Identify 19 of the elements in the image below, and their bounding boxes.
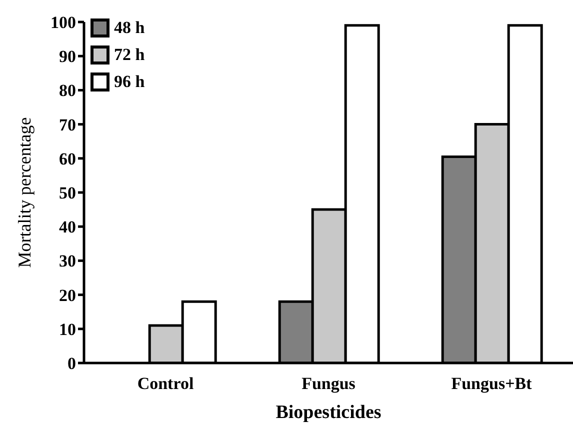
legend-label: 72 h: [114, 44, 145, 64]
y-tick-label: 90: [59, 47, 76, 66]
x-tick-label: Control: [137, 374, 194, 394]
y-tick-label: 20: [59, 286, 76, 305]
x-tick-label: Fungus+Bt: [451, 374, 532, 394]
legend-label: 96 h: [114, 72, 145, 92]
y-tick-label: 70: [59, 115, 76, 134]
y-tick-label: 0: [68, 354, 76, 374]
y-axis-title: Mortality percentage: [14, 117, 34, 268]
y-tick-label: 30: [59, 252, 76, 271]
y-tick-label: 50: [59, 184, 76, 203]
legend-label: 48 h: [114, 18, 145, 38]
y-tick-label: 100: [50, 13, 76, 32]
y-tick-label: 80: [59, 81, 76, 100]
x-axis-title: Biopesticides: [276, 402, 382, 423]
y-tick-label: 40: [59, 218, 76, 237]
x-tick-label: Fungus: [302, 374, 356, 394]
y-tick-label: 60: [59, 149, 76, 168]
y-tick-label: 10: [59, 320, 76, 339]
